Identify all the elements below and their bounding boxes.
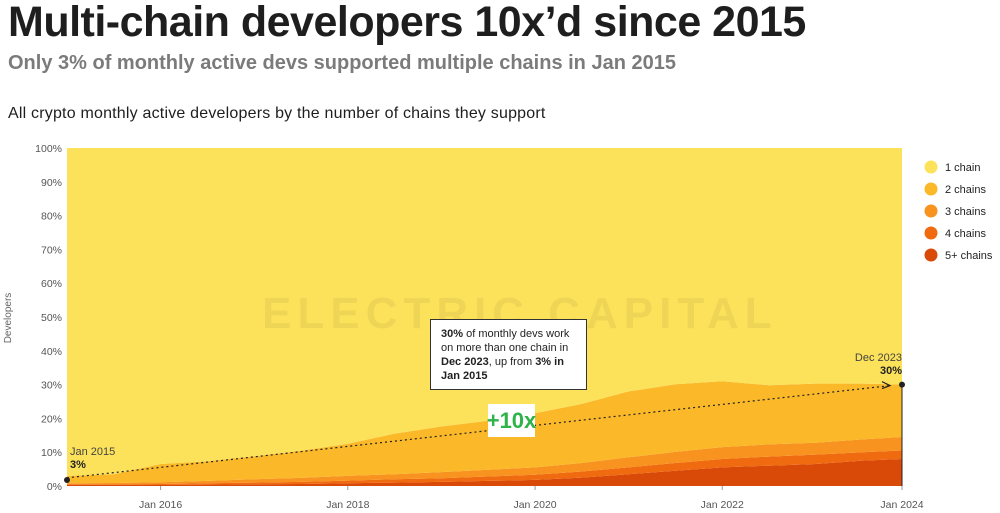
plot-area bbox=[67, 148, 902, 486]
page-title: Multi-chain developers 10x’d since 2015 bbox=[8, 0, 806, 46]
y-tick-label: 100% bbox=[35, 143, 62, 155]
legend-label: 1 chain bbox=[945, 162, 980, 174]
y-tick-label: 40% bbox=[41, 346, 62, 358]
legend-swatch bbox=[924, 160, 938, 174]
y-tick-label: 60% bbox=[41, 278, 62, 290]
trend-end-dot bbox=[899, 381, 905, 388]
legend-swatch bbox=[924, 248, 938, 262]
trend-start-dot bbox=[64, 477, 70, 483]
area-series-3-chains bbox=[67, 437, 902, 485]
page-subtitle: Only 3% of monthly active devs supported… bbox=[8, 52, 676, 74]
x-tick-label: Jan 2020 bbox=[513, 499, 556, 511]
callout-text-1: of monthly devs work on more than one ch… bbox=[441, 328, 570, 354]
legend-label: 3 chains bbox=[945, 206, 986, 218]
y-tick-label: 80% bbox=[41, 211, 62, 223]
callout-box: 30% of monthly devs work on more than on… bbox=[430, 319, 587, 390]
y-tick-label: 50% bbox=[41, 312, 62, 324]
y-tick-label: 90% bbox=[41, 177, 62, 189]
x-tick-label: Jan 2016 bbox=[139, 499, 182, 511]
legend-label: 4 chains bbox=[945, 228, 986, 240]
callout-text-2: , up from bbox=[488, 356, 536, 368]
area-series-5-chains bbox=[67, 459, 902, 486]
start-date-label: Jan 2015 bbox=[70, 446, 115, 458]
x-axis: Jan 2016 Jan 2018 Jan 2020 Jan 2022 Jan 2024 bbox=[139, 486, 924, 511]
x-tick-label: Jan 2018 bbox=[326, 499, 369, 511]
x-tick-label: Jan 2022 bbox=[701, 499, 744, 511]
y-tick-label: 70% bbox=[41, 244, 62, 256]
y-tick-label: 0% bbox=[47, 481, 62, 493]
y-tick-label: 30% bbox=[41, 380, 62, 392]
area-series-1-chain bbox=[67, 148, 902, 476]
chart-title: All crypto monthly active developers by … bbox=[8, 105, 546, 122]
legend-swatch bbox=[924, 204, 938, 218]
callout-bold-start: 3% in Jan 2015 bbox=[441, 356, 564, 382]
end-date-label: Dec 2023 bbox=[855, 352, 902, 364]
area-series-2-chains bbox=[67, 381, 902, 484]
callout-bold-date: Dec 2023 bbox=[441, 356, 489, 368]
y-axis-label: Developers bbox=[3, 293, 14, 344]
area-series-4-chains bbox=[67, 450, 902, 485]
y-axis: 0% 10% 20% 30% 40% 50% 60% 70% 80% 90% 100% bbox=[35, 143, 62, 493]
ten-x-badge: +10x bbox=[487, 404, 536, 437]
x-tick-label: Jan 2024 bbox=[880, 499, 923, 511]
start-value-label: 3% bbox=[70, 459, 86, 471]
legend-label: 2 chains bbox=[945, 184, 986, 196]
y-tick-label: 10% bbox=[41, 447, 62, 459]
callout-bold-value: 30% bbox=[441, 328, 464, 340]
y-tick-label: 20% bbox=[41, 413, 62, 425]
legend: 1 chain 2 chains 3 chains 4 chains 5+ chains bbox=[924, 160, 993, 262]
legend-label: 5+ chains bbox=[945, 250, 993, 262]
end-value-label: 30% bbox=[880, 365, 902, 377]
legend-swatch bbox=[924, 182, 938, 196]
legend-swatch bbox=[924, 226, 938, 240]
trend-arrowhead bbox=[881, 381, 892, 390]
trend-line bbox=[66, 385, 891, 479]
